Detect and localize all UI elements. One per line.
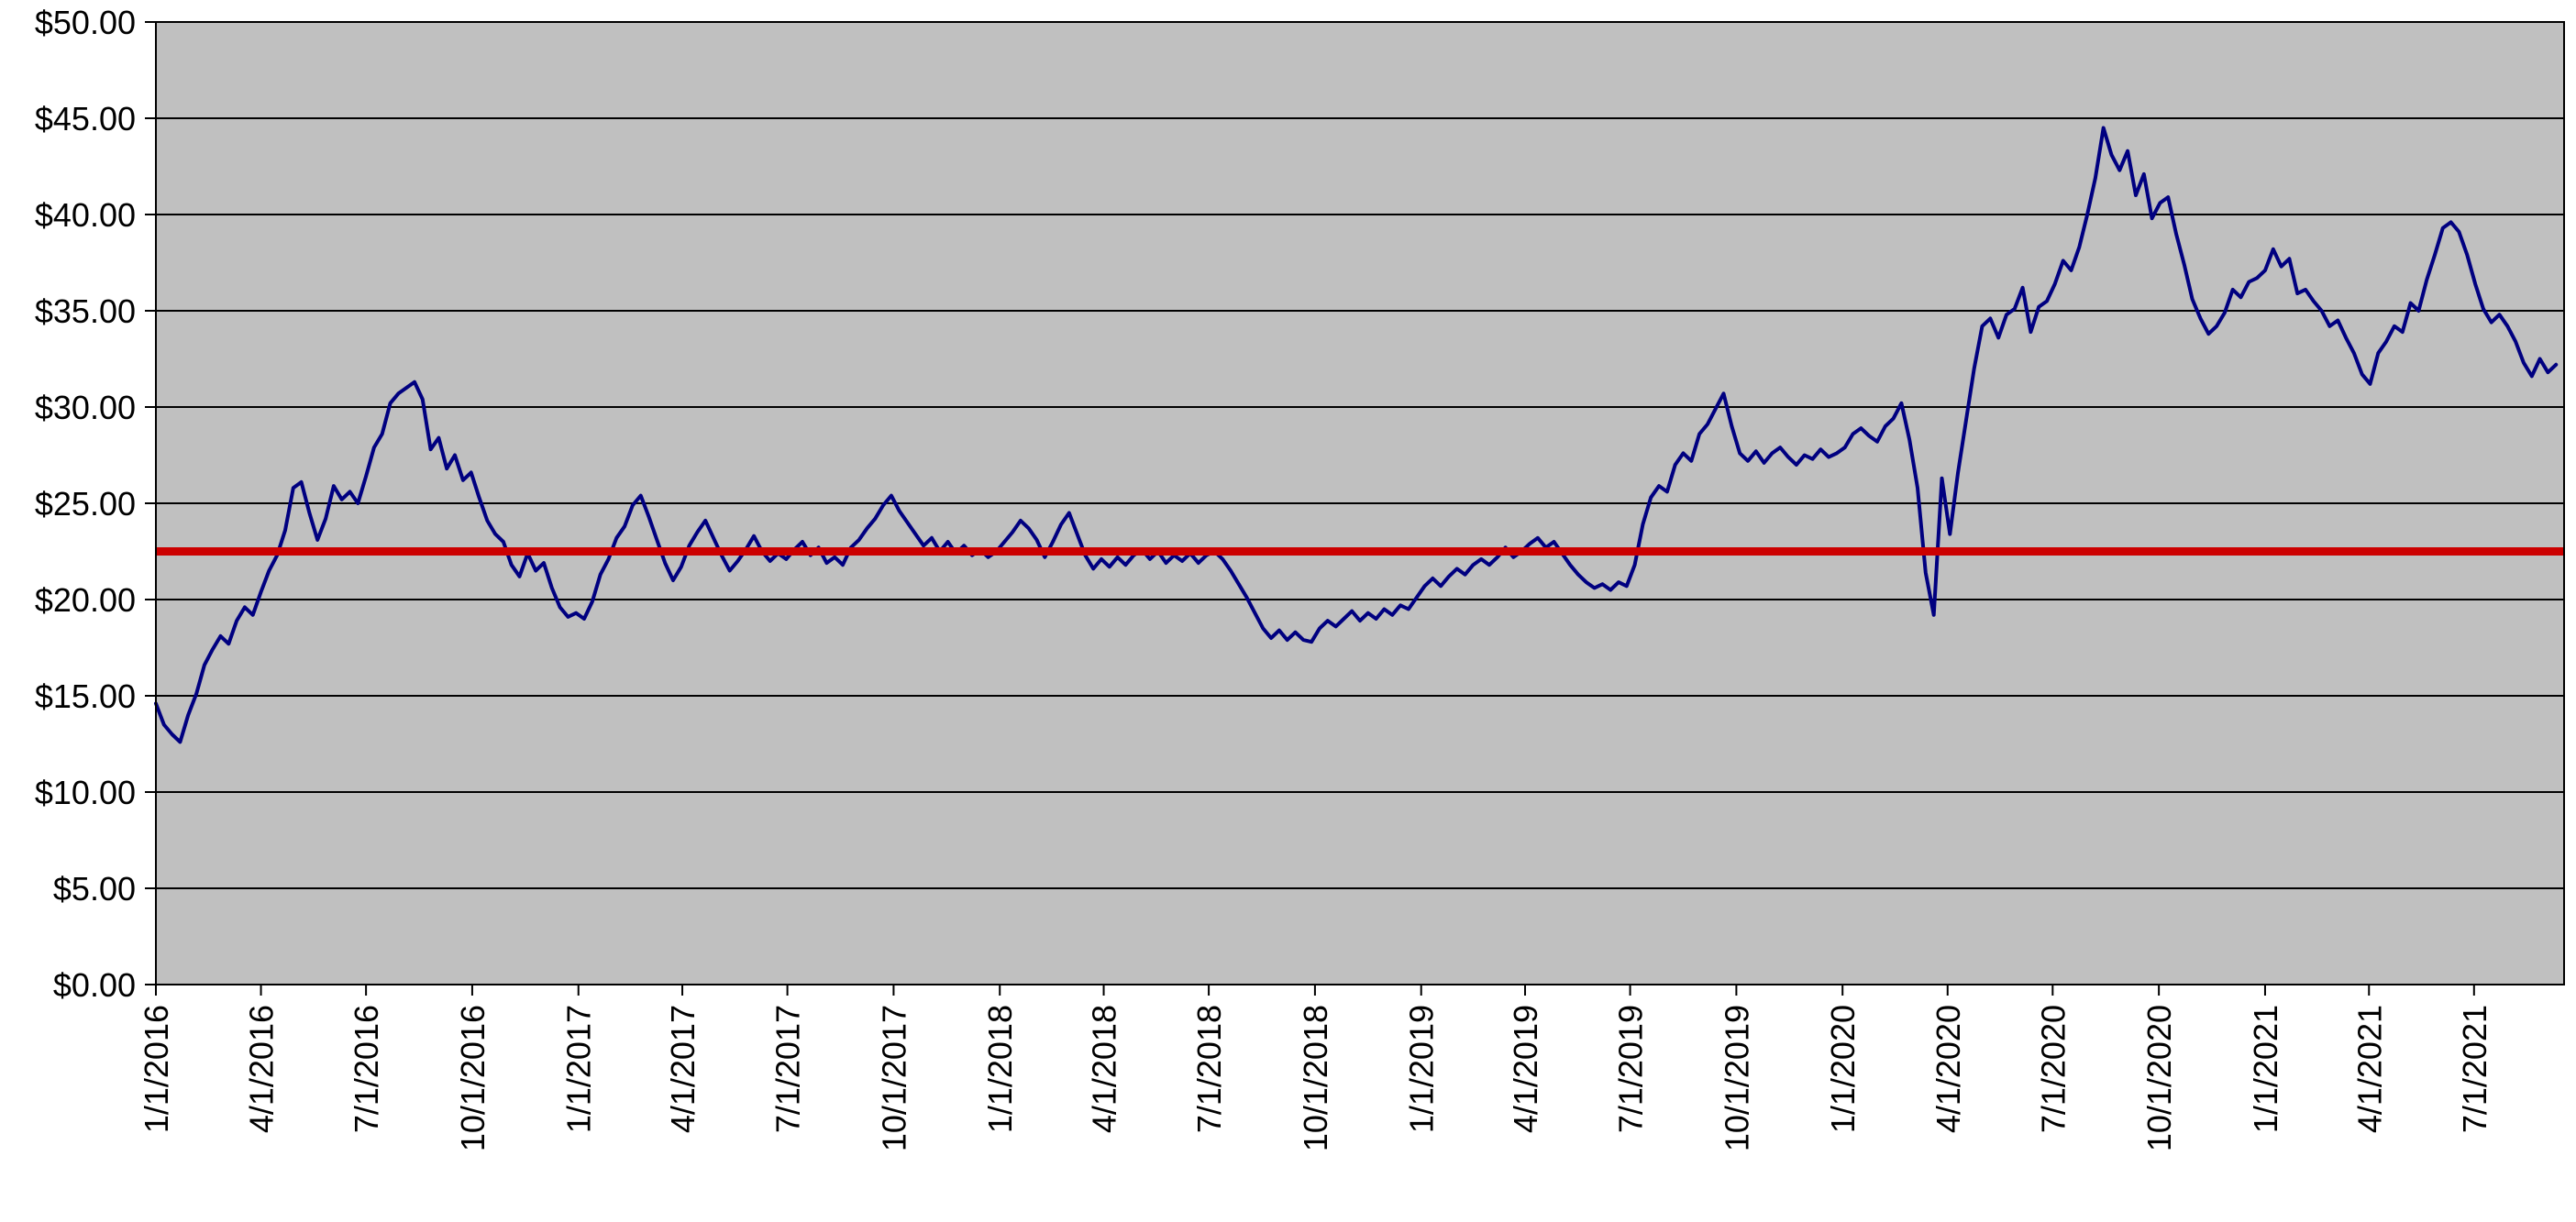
y-axis-tick-label: $50.00: [35, 4, 136, 41]
x-axis-tick-label: 4/1/2021: [2350, 1005, 2388, 1133]
x-axis-tick-label: 10/1/2017: [875, 1005, 912, 1151]
x-axis-tick-label: 7/1/2016: [348, 1005, 385, 1133]
y-axis-tick-label: $20.00: [35, 581, 136, 619]
x-axis-tick-label: 1/1/2017: [560, 1005, 598, 1133]
x-axis-tick-label: 10/1/2019: [1718, 1005, 1755, 1151]
x-axis-tick-label: 10/1/2018: [1297, 1005, 1334, 1151]
x-axis-tick-label: 7/1/2020: [2034, 1005, 2072, 1133]
x-axis-tick-label: 7/1/2017: [769, 1005, 807, 1133]
x-axis-tick-label: 10/1/2020: [2140, 1005, 2178, 1151]
y-axis-tick-label: $15.00: [35, 677, 136, 715]
y-axis-tick-label: $45.00: [35, 100, 136, 138]
x-axis-tick-label: 1/1/2018: [981, 1005, 1019, 1133]
x-axis-tick-label: 4/1/2018: [1086, 1005, 1123, 1133]
x-axis-tick-label: 4/1/2016: [243, 1005, 281, 1133]
y-axis-tick-label: $30.00: [35, 389, 136, 426]
x-axis-tick-label: 1/1/2021: [2247, 1005, 2284, 1133]
x-axis-tick-label: 7/1/2018: [1190, 1005, 1228, 1133]
x-axis-tick-label: 4/1/2020: [1929, 1005, 1967, 1133]
y-axis-tick-label: $40.00: [35, 196, 136, 234]
y-axis-tick-label: $0.00: [53, 966, 136, 1004]
x-axis-tick-label: 10/1/2016: [454, 1005, 492, 1151]
x-axis-tick-label: 1/1/2020: [1824, 1005, 1862, 1133]
x-axis-tick-label: 7/1/2021: [2456, 1005, 2493, 1133]
x-axis-tick-label: 1/1/2016: [138, 1005, 175, 1133]
price-series-line: [154, 126, 2559, 744]
plot-border: [155, 21, 2565, 985]
x-axis-tick-label: 4/1/2017: [664, 1005, 702, 1133]
x-axis-tick-label: 4/1/2019: [1507, 1005, 1544, 1133]
x-axis-tick-label: 7/1/2019: [1612, 1005, 1650, 1133]
y-axis-tick-label: $25.00: [35, 485, 136, 523]
y-axis-tick-label: $35.00: [35, 292, 136, 330]
y-axis-tick-label: $5.00: [53, 870, 136, 908]
y-axis-tick-label: $10.00: [35, 774, 136, 811]
x-axis-tick-label: 1/1/2019: [1403, 1005, 1441, 1133]
